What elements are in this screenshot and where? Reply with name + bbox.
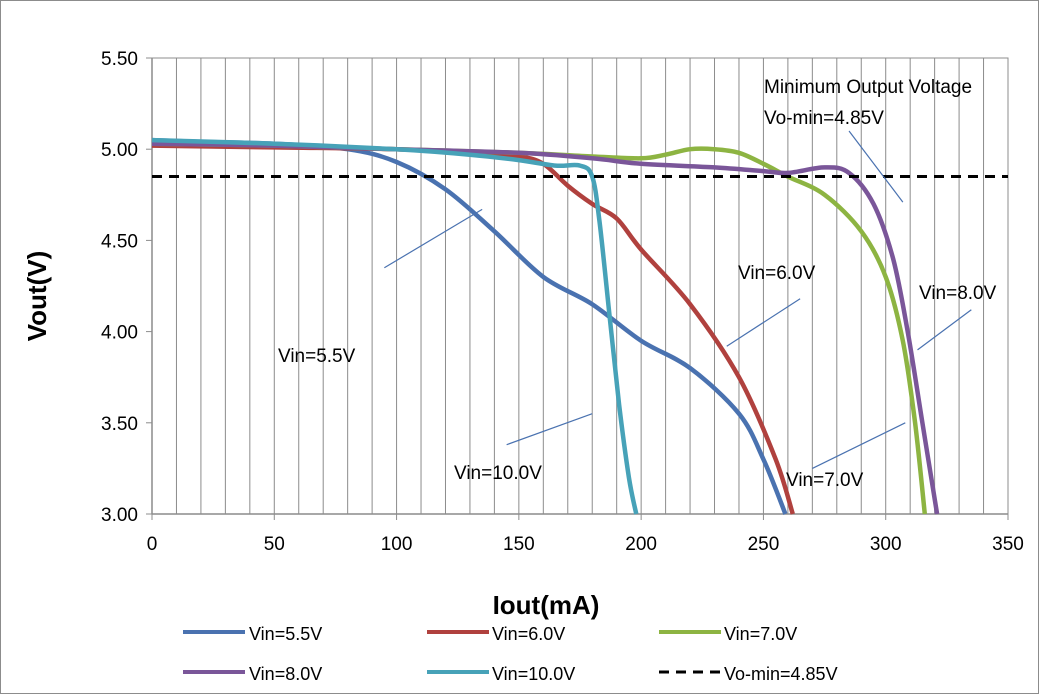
x-axis-title: Iout(mA)	[493, 590, 600, 620]
y-tick-label: 5.00	[101, 140, 138, 161]
legend-label-vin-6-0: Vin=6.0V	[492, 624, 565, 644]
annotation-leader	[506, 413, 593, 446]
legend-label-vin-10-0: Vin=10.0V	[492, 664, 575, 684]
x-tick-label: 350	[992, 534, 1024, 555]
y-tick-label: 4.50	[101, 231, 138, 252]
legend-label-vin-8-0: Vin=8.0V	[249, 664, 322, 684]
annotation-layer: Vin=5.5V Vin=6.0V Vin=10.0V Vin=7.0V Vin=8.0…	[278, 77, 997, 491]
legend: Vin=5.5V Vin=6.0V Vin=7.0V Vin=8.0V Vin=…	[183, 624, 838, 684]
annotation-label: Vo-min=4.85V	[764, 108, 884, 129]
x-tick-label: 50	[264, 534, 285, 555]
x-tick-label: 200	[625, 534, 657, 555]
annotation-leader	[726, 298, 801, 347]
y-tick-label: 3.00	[101, 505, 138, 526]
x-tick-label: 100	[381, 534, 413, 555]
legend-label-vo-min: Vo-min=4.85V	[724, 664, 838, 684]
annotation-leader	[917, 309, 972, 351]
series-layer	[151, 137, 1008, 515]
y-tick-label: 3.50	[101, 414, 138, 435]
series-line-vin-8-0v	[151, 141, 940, 515]
y-tick-label: 5.50	[101, 49, 138, 70]
annotation-leader	[848, 130, 904, 203]
x-tick-label: 250	[748, 534, 780, 555]
y-axis-title: Vout(V)	[22, 251, 52, 342]
y-tick-label: 4.00	[101, 323, 138, 344]
annotation-label: Vin=10.0V	[454, 463, 542, 484]
x-tick-label: 0	[147, 534, 158, 555]
axes: 0 50 100 150 200 250 300 350 3.00 3.50 4.00 4.50 5.0…	[101, 49, 1024, 555]
x-tick-label: 150	[503, 534, 535, 555]
annotation-label: Vin=8.0V	[919, 283, 997, 304]
annotation-label: Vin=7.0V	[786, 470, 864, 491]
legend-label-vin-7-0: Vin=7.0V	[724, 624, 797, 644]
series-line-vin-7-0v	[151, 141, 928, 515]
annotation-label: Vin=6.0V	[738, 263, 816, 284]
series-line-vin-10-0v	[151, 137, 639, 515]
legend-label-vin-5-5: Vin=5.5V	[249, 624, 322, 644]
x-tick-label: 300	[870, 534, 902, 555]
annotation-leader	[384, 208, 483, 269]
annotation-label: Minimum Output Voltage	[764, 77, 972, 98]
annotation-label: Vin=5.5V	[278, 346, 356, 367]
series-line-vin-6-0v	[151, 143, 795, 515]
annotation-leader	[812, 422, 906, 469]
